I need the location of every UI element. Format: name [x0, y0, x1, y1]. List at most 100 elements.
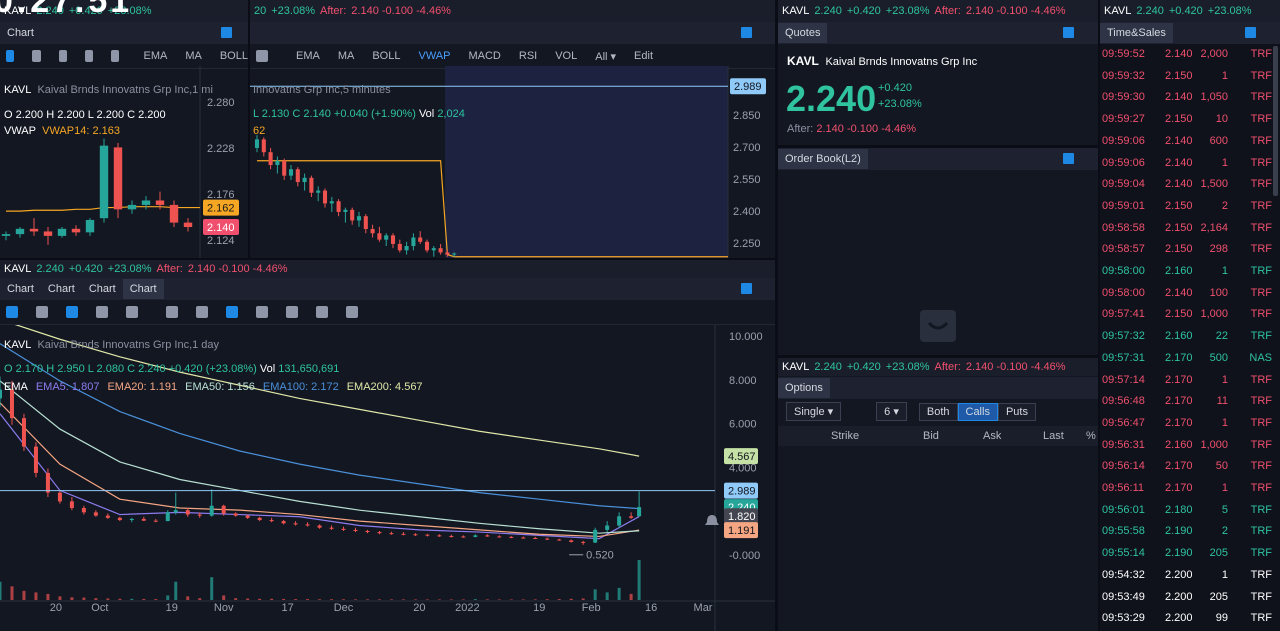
- candle-body: [183, 222, 193, 228]
- side-button[interactable]: Both: [918, 402, 958, 421]
- toolbar-item[interactable]: VOL: [555, 50, 578, 62]
- link-badge[interactable]: [1245, 27, 1256, 38]
- trade-time: 09:58:58: [1102, 221, 1145, 234]
- price-tag-label: 2.162: [207, 202, 235, 214]
- side-button[interactable]: Puts: [997, 402, 1036, 421]
- vol-value: 2,024: [437, 108, 465, 120]
- tab[interactable]: Chart: [7, 27, 34, 39]
- tab[interactable]: Options: [778, 378, 830, 398]
- price-tag-label: 2.140: [207, 222, 235, 234]
- company-name: Kaival Brnds Innovatns Grp Inc: [825, 56, 978, 68]
- candle-body: [165, 512, 170, 522]
- volume-bar: [473, 599, 477, 600]
- toolbar-item[interactable]: RSI: [518, 50, 538, 62]
- trade-time: 09:59:01: [1102, 199, 1145, 212]
- trade-size: 1: [1221, 568, 1228, 581]
- toolbar-icon[interactable]: [256, 306, 268, 318]
- candle-body: [153, 520, 158, 522]
- candle-body: [365, 530, 370, 533]
- toolbar-icon[interactable]: [96, 306, 108, 318]
- toolbar-icon[interactable]: [196, 306, 208, 318]
- toolbar-icon[interactable]: [166, 306, 178, 318]
- trade-row: 09:59:30 2.140 1,050 TRF: [1100, 87, 1276, 108]
- toolbar-icon[interactable]: [111, 50, 120, 62]
- toolbar-icon[interactable]: [36, 306, 48, 318]
- volume-bar: [521, 599, 525, 600]
- toolbar-item[interactable]: MA: [185, 50, 202, 62]
- trade-exchange: TRF: [1250, 243, 1272, 256]
- toolbar-item[interactable]: EMA: [296, 50, 320, 62]
- after-values: 2.140 -0.100 -4.46%: [351, 5, 451, 17]
- toolbar-icon[interactable]: [66, 306, 78, 318]
- toolbar-icon[interactable]: [126, 306, 138, 318]
- toolbar-icon[interactable]: [346, 306, 358, 318]
- toolbar-icon[interactable]: [316, 306, 328, 318]
- after-values: 2.140 -0.100 -4.46%: [965, 361, 1066, 373]
- toolbar-item[interactable]: EMA: [143, 50, 168, 62]
- trade-time: 09:58:57: [1102, 243, 1145, 256]
- trade-row: 09:57:32 2.160 22 TRF: [1100, 326, 1276, 347]
- trade-row: 09:57:14 2.170 1 TRF: [1100, 370, 1276, 391]
- candle-body: [509, 536, 514, 538]
- toolbar-icon[interactable]: [226, 306, 238, 318]
- candle-body: [268, 152, 273, 165]
- tab[interactable]: Chart: [88, 283, 116, 295]
- scrollbar[interactable]: [1273, 46, 1278, 196]
- toolbar-item[interactable]: MA: [337, 50, 355, 62]
- alert-icon[interactable]: [705, 515, 719, 525]
- toolbar-icon[interactable]: [286, 306, 298, 318]
- symbol: KAVL: [4, 5, 32, 17]
- volume-bar: [82, 597, 86, 600]
- candle-body: [397, 243, 402, 251]
- tab[interactable]: Chart: [122, 279, 164, 299]
- tab[interactable]: Time&Sales: [1100, 23, 1173, 43]
- candle-body: [57, 492, 62, 502]
- volume-bar: [497, 599, 501, 600]
- trade-row: 09:56:14 2.170 50 TRF: [1100, 456, 1276, 477]
- trade-row: 09:59:52 2.140 2,000 TRF: [1100, 44, 1276, 65]
- ema-line: [0, 380, 640, 534]
- trade-price: 2.170: [1165, 351, 1193, 364]
- link-badge[interactable]: [741, 27, 752, 38]
- mode-select[interactable]: Single ▾: [786, 402, 842, 421]
- candle-body: [21, 418, 26, 447]
- trade-exchange: TRF: [1250, 113, 1272, 126]
- indicator: VWAP VWAP14: 2.163: [4, 125, 120, 137]
- count-select[interactable]: 6 ▾: [876, 402, 907, 421]
- candle-body: [316, 190, 321, 193]
- candle-body: [81, 507, 86, 513]
- quotes-panel: KAVL 2.240 +0.420 +23.08% After: 2.140 -…: [778, 0, 1098, 145]
- side-button[interactable]: Calls: [957, 402, 998, 421]
- vwap-value: 62: [253, 125, 266, 137]
- tab[interactable]: Chart: [7, 283, 34, 295]
- toolbar-icon[interactable]: [58, 50, 67, 62]
- tab[interactable]: Quotes: [778, 23, 828, 43]
- toolbar-icon[interactable]: [256, 50, 268, 62]
- trade-time: 09:59:06: [1102, 156, 1145, 169]
- link-badge[interactable]: [221, 27, 232, 38]
- trade-exchange: TRF: [1250, 286, 1272, 299]
- toolbar-item[interactable]: Edit: [634, 50, 654, 62]
- toolbar-icon[interactable]: [6, 306, 18, 318]
- tab[interactable]: Chart: [47, 283, 75, 295]
- toolbar-item[interactable]: All ▾: [595, 50, 617, 63]
- toolbar-item[interactable]: BOLL: [372, 50, 401, 62]
- column-header: Bid: [923, 430, 939, 442]
- trade-time: 09:57:41: [1102, 308, 1145, 321]
- toolbar-item[interactable]: VWAP: [418, 50, 451, 62]
- volume-bar: [461, 599, 465, 600]
- link-badge[interactable]: [1063, 27, 1074, 38]
- trade-row: 09:58:58 2.150 2,164 TRF: [1100, 218, 1276, 239]
- trade-size: 50: [1215, 460, 1228, 473]
- candle-body: [317, 525, 322, 528]
- candle-body: [437, 535, 442, 537]
- x-tick-label: 20: [50, 602, 62, 614]
- toolbar-icon[interactable]: [6, 50, 15, 62]
- toolbar-icon[interactable]: [84, 50, 94, 62]
- toolbar-icon[interactable]: [32, 50, 41, 62]
- toolbar-item[interactable]: BOLL: [219, 50, 248, 62]
- toolbar-item[interactable]: MACD: [468, 50, 501, 62]
- tab[interactable]: Order Book(L2): [778, 149, 868, 169]
- link-badge[interactable]: [1063, 153, 1074, 164]
- link-badge[interactable]: [741, 283, 752, 294]
